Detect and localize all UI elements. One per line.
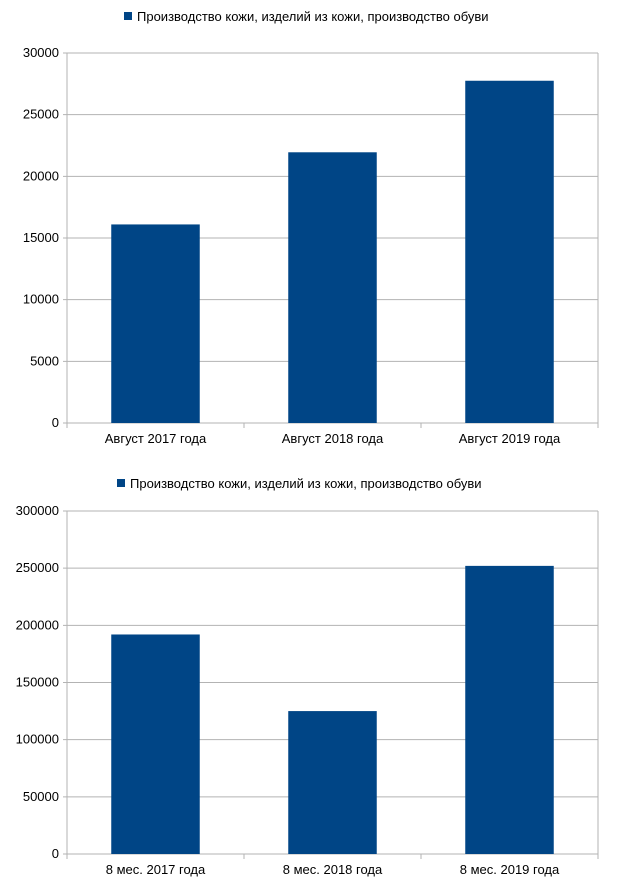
- legend-label: Производство кожи, изделий из кожи, прои…: [137, 9, 489, 24]
- y-tick-label: 30000: [23, 45, 59, 60]
- x-tick-label: Август 2018 года: [282, 431, 384, 446]
- chart-august: Производство кожи, изделий из кожи, прои…: [23, 9, 599, 446]
- bar: [288, 152, 377, 424]
- y-tick-label: 0: [52, 415, 59, 430]
- x-tick-label: 8 мес. 2017 года: [106, 862, 206, 877]
- x-tick-label: Август 2019 года: [459, 431, 561, 446]
- y-tick-label: 20000: [23, 168, 59, 183]
- bar: [288, 711, 377, 854]
- bar: [465, 565, 554, 854]
- x-tick-label: 8 мес. 2019 года: [460, 862, 560, 877]
- y-tick-label: 200000: [16, 617, 59, 632]
- y-tick-label: 5000: [30, 353, 59, 368]
- y-tick-label: 15000: [23, 230, 59, 245]
- y-tick-label: 100000: [16, 732, 59, 747]
- x-tick-label: Август 2017 года: [105, 431, 207, 446]
- x-tick-label: 8 мес. 2018 года: [283, 862, 383, 877]
- chart-8-months-svg: Производство кожи, изделий из кожи, прои…: [16, 476, 599, 877]
- y-tick-label: 10000: [23, 292, 59, 307]
- bar: [465, 80, 554, 423]
- chart-8-months: Производство кожи, изделий из кожи, прои…: [0, 455, 620, 886]
- legend-swatch: [124, 12, 132, 20]
- legend: Производство кожи, изделий из кожи, прои…: [117, 476, 482, 491]
- bar: [111, 224, 200, 423]
- bar: [111, 634, 200, 854]
- legend-label: Производство кожи, изделий из кожи, прои…: [130, 476, 482, 491]
- chart-august-svg: Производство кожи, изделий из кожи, прои…: [23, 9, 599, 446]
- legend: Производство кожи, изделий из кожи, прои…: [124, 9, 489, 24]
- legend-swatch: [117, 479, 125, 487]
- y-tick-label: 150000: [16, 675, 59, 690]
- y-tick-label: 25000: [23, 107, 59, 122]
- y-tick-label: 250000: [16, 560, 59, 575]
- y-tick-label: 50000: [23, 789, 59, 804]
- y-tick-label: 0: [52, 846, 59, 861]
- y-tick-label: 300000: [16, 503, 59, 518]
